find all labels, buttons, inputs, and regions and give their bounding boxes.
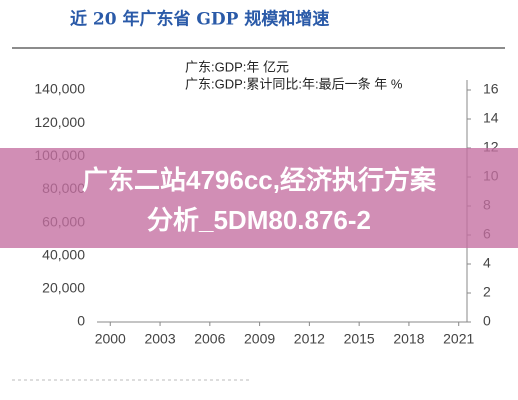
- x-tick-label: 2021: [443, 331, 474, 347]
- x-tick-label: 2000: [95, 331, 126, 347]
- legend-entry: 广东:GDP:年 亿元: [185, 59, 289, 74]
- banner-text: 广东二站4796cc,经济执行方案: [82, 165, 437, 195]
- y2-tick-label: 4: [483, 255, 491, 271]
- y-tick-label: 140,000: [34, 81, 85, 97]
- y2-tick-label: 16: [483, 81, 499, 97]
- x-tick-label: 2018: [393, 331, 424, 347]
- banner: [0, 148, 518, 248]
- banner-text: 分析_5DM80.876-2: [147, 205, 371, 235]
- x-tick-label: 2006: [194, 331, 225, 347]
- chart-title: 近 20 年广东省 GDP 规模和增速: [70, 9, 329, 30]
- y-tick-label: 40,000: [42, 246, 85, 262]
- y2-tick-label: 2: [483, 284, 491, 300]
- y-tick-label: 20,000: [42, 280, 85, 296]
- x-tick-label: 2012: [294, 331, 325, 347]
- y2-tick-label: 14: [483, 110, 499, 126]
- y-tick-label: 0: [77, 313, 85, 329]
- y2-tick-label: 0: [483, 313, 491, 329]
- x-tick-label: 2009: [244, 331, 275, 347]
- y-tick-label: 120,000: [34, 114, 85, 130]
- x-tick-label: 2003: [144, 331, 175, 347]
- x-tick-label: 2015: [344, 331, 375, 347]
- legend-entry: 广东:GDP:累计同比:年:最后一条 年 %: [185, 76, 403, 91]
